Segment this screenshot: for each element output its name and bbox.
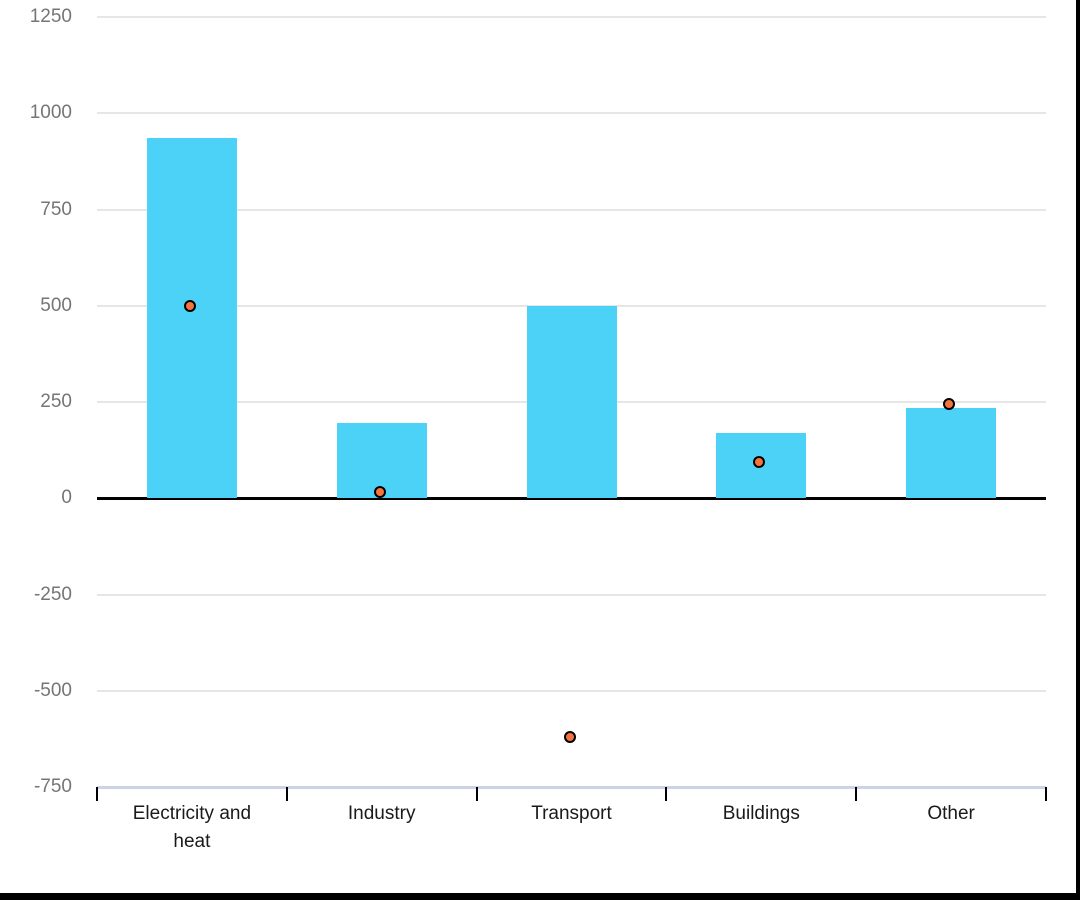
y-axis-tick-label: 500 bbox=[40, 294, 72, 316]
bar-electricity-and-heat bbox=[146, 138, 237, 499]
point-electricity-and-heat bbox=[183, 299, 196, 312]
bar-other bbox=[906, 407, 997, 499]
y-axis-tick-label: -500 bbox=[33, 679, 72, 701]
gridline-750 bbox=[97, 208, 1046, 211]
y-axis-tick-label: 0 bbox=[61, 487, 72, 509]
x-axis-tick bbox=[285, 787, 288, 801]
x-axis-label-electricity-and-heat: Electricity and heat bbox=[132, 803, 252, 852]
x-axis-tick bbox=[96, 787, 98, 801]
gridline-1250 bbox=[97, 16, 1046, 18]
point-other bbox=[943, 397, 956, 410]
y-axis-tick-label: -750 bbox=[33, 776, 72, 797]
y-axis-tick-label: -250 bbox=[33, 583, 72, 605]
bar-transport bbox=[526, 305, 617, 499]
x-axis-label-transport: Transport bbox=[531, 803, 612, 824]
x-axis-baseline bbox=[97, 785, 1046, 789]
gridline-1000 bbox=[97, 112, 1046, 115]
y-axis-tick-label: 1000 bbox=[29, 102, 72, 124]
x-axis-tick bbox=[855, 787, 858, 801]
x-axis-label-buildings: Buildings bbox=[722, 803, 800, 824]
gridline--250 bbox=[97, 593, 1046, 596]
x-axis-tick bbox=[665, 787, 668, 801]
point-industry bbox=[373, 486, 386, 499]
x-axis-label-other: Other bbox=[927, 803, 975, 824]
gridline--500 bbox=[97, 689, 1046, 692]
y-axis-tick-label: 750 bbox=[40, 198, 72, 220]
x-axis-tick bbox=[475, 787, 478, 801]
point-buildings bbox=[753, 455, 766, 468]
y-axis-tick-label: 250 bbox=[40, 391, 72, 412]
point-transport bbox=[563, 730, 576, 743]
x-axis-label-industry: Industry bbox=[347, 803, 416, 824]
zero-gridline bbox=[97, 496, 1046, 500]
bar-industry bbox=[336, 423, 427, 499]
x-axis-tick bbox=[1045, 787, 1047, 801]
y-axis-tick-label: 1250 bbox=[29, 6, 72, 27]
